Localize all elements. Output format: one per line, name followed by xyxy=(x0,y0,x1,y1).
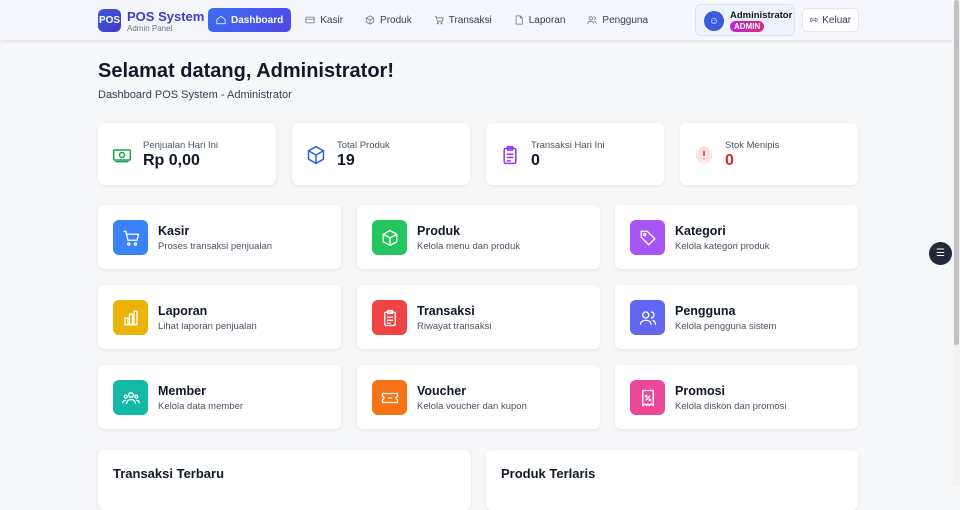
user-name: Administrator xyxy=(730,10,793,21)
logout-icon: ⇰ xyxy=(809,14,819,26)
ticket-icon xyxy=(381,392,398,403)
user-avatar-icon: ☺ xyxy=(704,11,724,31)
menu-title: Laporan xyxy=(158,304,208,318)
cart-icon xyxy=(123,230,139,246)
alert-icon xyxy=(695,146,713,164)
menu-title: Pengguna xyxy=(675,304,736,318)
clipboard-icon xyxy=(503,145,517,165)
stat-value: 0 xyxy=(725,152,734,169)
users-icon xyxy=(587,16,597,24)
user-menu[interactable]: ☺ Administrator ADMIN xyxy=(695,4,795,36)
stat-value: Rp 0,00 xyxy=(143,152,200,169)
nav-transaksi[interactable]: Transaksi xyxy=(426,8,500,32)
page-subtitle: Dashboard POS System - Administrator xyxy=(98,89,292,101)
logo: POS xyxy=(98,9,121,32)
nav-laporan[interactable]: Laporan xyxy=(506,8,574,32)
users-icon xyxy=(639,310,656,325)
group-icon xyxy=(121,391,140,404)
floating-menu-button[interactable]: ☰ xyxy=(929,242,952,265)
stat-label: Stok Menipis xyxy=(725,140,780,151)
nav-label: Transaksi xyxy=(448,14,492,26)
menu-title: Member xyxy=(158,384,206,398)
menu-title: Kasir xyxy=(158,224,190,238)
logout-button[interactable]: ⇰ Keluar xyxy=(802,8,859,32)
stat-card: Penjualan Hari Ini Rp 0,00 xyxy=(98,123,276,185)
tag-icon xyxy=(640,230,656,246)
money-icon xyxy=(112,149,132,163)
menu-card-voucher[interactable]: Voucher Kelola voucher dan kupon xyxy=(357,365,600,429)
section-title: Produk Terlaris xyxy=(501,466,596,481)
stat-value: 19 xyxy=(337,152,355,169)
clipboard-icon xyxy=(383,309,396,326)
nav-produk[interactable]: Produk xyxy=(357,8,420,32)
menu-card-member[interactable]: Member Kelola data member xyxy=(98,365,341,429)
stat-label: Transaksi Hari Ini xyxy=(531,140,605,151)
menu-card-produk[interactable]: Produk Kelola menu dan produk xyxy=(357,205,600,269)
app-title: POS System xyxy=(127,9,205,24)
menu-title: Voucher xyxy=(417,384,467,398)
nav-label: Laporan xyxy=(528,14,566,26)
menu-desc: Riwayat transaksi xyxy=(417,321,492,332)
section-title: Transaksi Terbaru xyxy=(113,466,225,481)
menu-desc: Kelola menu dan produk xyxy=(417,241,520,252)
menu-desc: Lihat laporan penjualan xyxy=(158,321,257,332)
receipt-percent-icon xyxy=(641,389,654,407)
home-icon xyxy=(216,15,226,25)
menu-card-transaksi[interactable]: Transaksi Riwayat transaksi xyxy=(357,285,600,349)
stat-label: Total Produk xyxy=(337,140,390,151)
stat-card: Stok Menipis 0 xyxy=(680,123,858,185)
cube-icon xyxy=(382,229,397,246)
bar-chart-icon xyxy=(123,310,138,325)
box-icon xyxy=(365,15,375,25)
menu-title: Transaksi xyxy=(417,304,475,318)
top-products-panel: Produk Terlaris xyxy=(486,450,858,510)
nav-label: Kasir xyxy=(320,14,344,26)
menu-desc: Kelola kategori produk xyxy=(675,241,770,252)
menu-desc: Kelola data member xyxy=(158,401,244,412)
nav-dashboard[interactable]: Dashboard xyxy=(208,8,292,32)
menu-card-laporan[interactable]: Laporan Lihat laporan penjualan xyxy=(98,285,341,349)
nav-kasir[interactable]: Kasir xyxy=(297,8,351,32)
logout-label: Keluar xyxy=(822,14,852,26)
stat-card: Total Produk 19 xyxy=(292,123,470,185)
page-title: Selamat datang, Administrator! xyxy=(98,60,394,82)
nav-label: Produk xyxy=(380,14,412,26)
menu-desc: Kelola voucher dan kupon xyxy=(417,401,527,412)
stat-value: 0 xyxy=(531,152,540,169)
nav-label: Dashboard xyxy=(231,14,284,26)
menu-title: Promosi xyxy=(675,384,726,398)
nav-pengguna[interactable]: Pengguna xyxy=(579,8,656,32)
recent-transactions-panel: Transaksi Terbaru xyxy=(98,450,471,510)
nav-label: Pengguna xyxy=(602,14,649,26)
menu-card-kasir[interactable]: Kasir Proses transaksi penjualan xyxy=(98,205,341,269)
stat-label: Penjualan Hari Ini xyxy=(143,140,218,151)
top-navbar: POS POS System Admin Panel Dashboard Kasi… xyxy=(0,0,953,40)
stat-card: Transaksi Hari Ini 0 xyxy=(486,123,664,185)
role-badge: ADMIN xyxy=(730,21,765,32)
menu-card-kategori[interactable]: Kategori Kelola kategori produk xyxy=(615,205,858,269)
menu-card-pengguna[interactable]: Pengguna Kelola pengguna sistem xyxy=(615,285,858,349)
cart-icon xyxy=(434,15,444,25)
app-subtitle: Admin Panel xyxy=(127,24,173,33)
menu-desc: Kelola diskon dan promosi xyxy=(675,401,787,412)
card-icon xyxy=(305,16,315,24)
menu-title: Kategori xyxy=(675,224,726,238)
menu-card-promosi[interactable]: Promosi Kelola diskon dan promosi xyxy=(615,365,858,429)
document-icon xyxy=(515,15,523,25)
brand[interactable]: POS System Admin Panel xyxy=(127,9,204,33)
cube-icon xyxy=(307,145,325,165)
menu-title: Produk xyxy=(417,224,461,238)
menu-desc: Proses transaksi penjualan xyxy=(158,241,273,252)
main-nav: Dashboard Kasir Produk Transaksi Laporan Peng… xyxy=(208,8,656,32)
scrollbar[interactable] xyxy=(953,0,960,485)
menu-desc: Kelola pengguna sistem xyxy=(675,321,777,332)
